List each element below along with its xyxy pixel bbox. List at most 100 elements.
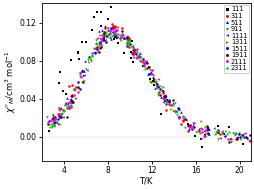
1311: [215, 132, 218, 134]
311: [157, 91, 160, 93]
1111: [85, 69, 88, 71]
2311: [127, 41, 130, 43]
1311: [113, 32, 116, 34]
111: [76, 51, 79, 53]
1311: [196, 129, 199, 132]
911: [104, 36, 107, 38]
1511: [88, 56, 91, 58]
511: [52, 114, 55, 116]
1511: [244, 136, 247, 138]
111: [109, 5, 113, 8]
1911: [71, 94, 74, 97]
Line: 511: 511: [51, 24, 237, 135]
1111: [83, 74, 86, 77]
511: [104, 31, 107, 33]
1911: [147, 66, 150, 68]
311: [132, 52, 135, 54]
1111: [115, 26, 118, 28]
1311: [96, 51, 99, 54]
2311: [106, 34, 109, 36]
1111: [168, 99, 171, 102]
2111: [151, 73, 154, 75]
2111: [67, 101, 70, 103]
1511: [109, 26, 112, 29]
111: [229, 138, 232, 140]
1511: [52, 118, 55, 120]
2111: [59, 113, 62, 116]
1311: [240, 138, 243, 140]
311: [218, 133, 221, 135]
2311: [94, 42, 97, 44]
1511: [177, 115, 180, 118]
1311: [143, 61, 146, 64]
911: [171, 110, 174, 112]
111: [208, 129, 211, 131]
X-axis label: T/K: T/K: [139, 177, 153, 186]
911: [53, 123, 56, 125]
1511: [126, 45, 129, 47]
911: [131, 45, 134, 47]
1911: [112, 26, 115, 29]
1511: [52, 121, 55, 123]
1911: [53, 116, 56, 118]
1111: [119, 36, 122, 39]
2111: [188, 125, 191, 128]
2311: [110, 35, 114, 38]
911: [109, 31, 112, 33]
2111: [229, 137, 232, 140]
2311: [162, 85, 165, 88]
2111: [143, 60, 146, 62]
311: [110, 22, 114, 25]
2311: [228, 130, 231, 133]
2111: [114, 30, 117, 32]
2111: [51, 120, 54, 123]
2111: [164, 98, 167, 101]
911: [46, 116, 49, 119]
2311: [199, 132, 202, 134]
511: [150, 70, 153, 73]
2111: [200, 131, 203, 133]
1311: [132, 56, 135, 58]
1111: [154, 84, 157, 86]
1111: [116, 36, 119, 39]
1911: [142, 58, 145, 60]
1311: [201, 136, 204, 139]
1511: [164, 96, 167, 98]
1311: [189, 126, 192, 128]
911: [194, 131, 197, 134]
1911: [183, 117, 186, 120]
2111: [193, 122, 196, 124]
1511: [131, 53, 134, 56]
1511: [128, 43, 131, 45]
1911: [105, 34, 108, 37]
111: [93, 16, 96, 18]
311: [206, 133, 209, 135]
1111: [69, 97, 72, 100]
911: [99, 40, 102, 43]
2111: [191, 127, 194, 129]
Line: 911: 911: [46, 26, 243, 143]
1511: [77, 81, 80, 84]
1311: [169, 108, 172, 110]
111: [96, 11, 99, 13]
2311: [60, 112, 63, 115]
1511: [70, 100, 73, 102]
2311: [214, 133, 217, 135]
311: [150, 81, 153, 83]
2311: [53, 125, 56, 127]
911: [101, 35, 104, 37]
1311: [221, 133, 224, 135]
311: [113, 26, 116, 28]
111: [148, 66, 151, 68]
1911: [77, 86, 80, 88]
2111: [50, 119, 53, 121]
1911: [125, 37, 128, 39]
1511: [216, 129, 219, 132]
511: [198, 128, 201, 130]
311: [74, 86, 77, 88]
1511: [177, 116, 180, 119]
1511: [97, 51, 100, 53]
2111: [99, 37, 102, 40]
2111: [90, 52, 93, 54]
911: [106, 27, 109, 29]
